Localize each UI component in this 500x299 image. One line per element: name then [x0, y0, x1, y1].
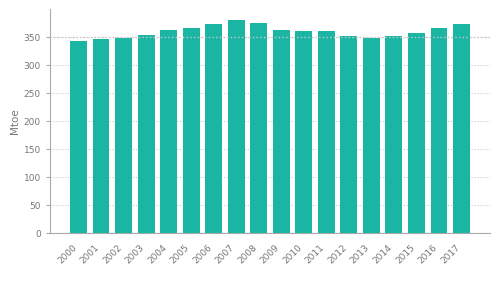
- Bar: [182, 28, 200, 233]
- Y-axis label: Mtoe: Mtoe: [10, 108, 20, 134]
- Bar: [228, 20, 244, 233]
- Bar: [250, 23, 267, 233]
- Bar: [296, 31, 312, 233]
- Bar: [70, 41, 87, 233]
- Bar: [205, 24, 222, 233]
- Bar: [386, 36, 402, 233]
- Bar: [92, 39, 110, 233]
- Bar: [408, 33, 425, 233]
- Bar: [160, 30, 177, 233]
- Bar: [453, 24, 470, 233]
- Bar: [115, 38, 132, 233]
- Bar: [273, 30, 289, 233]
- Bar: [138, 35, 154, 233]
- Bar: [340, 36, 357, 233]
- Bar: [363, 38, 380, 233]
- Bar: [430, 28, 448, 233]
- Bar: [318, 31, 335, 233]
